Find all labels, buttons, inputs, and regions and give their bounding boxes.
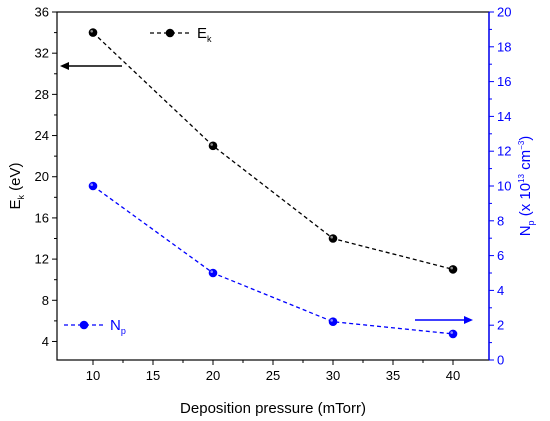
legend-ek: Ek <box>150 25 212 44</box>
left-tick-label: 12 <box>35 252 49 267</box>
legend-np-label: N <box>110 317 121 334</box>
right-tick-label: 14 <box>497 109 511 124</box>
point-highlight <box>450 331 454 334</box>
left-axis-title-unit: (eV) <box>7 162 24 195</box>
point-np-20 <box>208 268 218 278</box>
left-axis-arrow <box>60 62 122 70</box>
point-ek-10 <box>88 28 98 37</box>
point-highlight <box>210 143 213 146</box>
point-highlight <box>330 235 334 239</box>
legend-np: Np <box>64 317 126 336</box>
point-np-30 <box>328 317 338 327</box>
right-axis-title-cm: cm <box>517 150 534 174</box>
right-tick-label: 10 <box>497 179 511 194</box>
right-tick-label: 12 <box>497 144 511 159</box>
x-tick-label: 15 <box>146 368 160 383</box>
right-axis-title-exp2: −3 <box>517 140 526 150</box>
point-np-40 <box>448 329 458 339</box>
right-axis-title-exp1: 13 <box>517 173 526 182</box>
point-np-10 <box>88 181 98 191</box>
left-tick-label: 36 <box>35 5 49 20</box>
right-tick-label: 6 <box>497 248 504 263</box>
left-y-axis: 4 8 12 16 20 24 28 32 36 <box>35 5 57 349</box>
point-ek-20 <box>208 141 218 151</box>
point-ek-40 <box>448 265 458 274</box>
point-highlight <box>330 319 334 322</box>
right-axis-title: Np (x 1013 cm−3) <box>517 136 536 237</box>
point-ek-30 <box>328 234 338 243</box>
point-highlight <box>450 266 454 270</box>
plot-frame <box>56 11 490 361</box>
right-axis-title-sub: p <box>526 220 536 225</box>
left-axis-title: Ek (eV) <box>7 162 26 209</box>
right-axis-title-main: N <box>517 225 534 236</box>
legend-ek-marker <box>165 28 175 38</box>
series-line-ek <box>92 32 454 271</box>
left-tick-label: 4 <box>42 334 49 349</box>
right-tick-label: 2 <box>497 318 504 333</box>
x-axis: 10 15 20 25 30 35 40 <box>86 360 460 383</box>
right-axis-title-mid: (x 10 <box>517 183 534 221</box>
left-tick-label: 16 <box>35 210 49 225</box>
legend-ek-label: E <box>197 25 207 42</box>
legend-np-subscript: p <box>121 326 126 336</box>
left-tick-label: 28 <box>35 87 49 102</box>
x-tick-label: 30 <box>326 368 340 383</box>
svg-text:Np: Np <box>110 317 126 336</box>
x-tick-label: 10 <box>86 368 100 383</box>
right-tick-label: 18 <box>497 39 511 54</box>
left-tick-label: 32 <box>35 46 49 61</box>
legend-np-marker <box>79 320 89 330</box>
right-tick-label: 0 <box>497 353 504 368</box>
series-layer <box>88 28 458 339</box>
left-tick-label: 20 <box>35 169 49 184</box>
legend-ek-subscript: k <box>207 34 212 44</box>
left-axis-title-sub: k <box>16 195 26 200</box>
right-axis-title-close: ) <box>517 136 534 141</box>
x-tick-label: 40 <box>446 368 460 383</box>
right-axis-arrow <box>415 316 473 324</box>
left-tick-label: 24 <box>35 128 49 143</box>
x-tick-label: 25 <box>266 368 280 383</box>
left-tick-label: 8 <box>42 293 49 308</box>
svg-text:Ek: Ek <box>197 25 212 44</box>
x-axis-title: Deposition pressure (mTorr) <box>180 400 366 417</box>
right-tick-label: 20 <box>497 5 511 20</box>
series-line-np <box>92 185 454 335</box>
point-highlight <box>210 270 213 274</box>
point-highlight <box>90 183 93 186</box>
left-axis-title-main: E <box>7 200 24 210</box>
x-tick-label: 20 <box>206 368 220 383</box>
right-tick-label: 4 <box>497 283 504 298</box>
right-y-axis: 0 2 4 6 8 10 12 14 16 18 20 <box>488 5 511 368</box>
right-tick-label: 8 <box>497 213 504 228</box>
right-tick-label: 16 <box>497 74 511 89</box>
point-highlight <box>90 29 93 33</box>
x-tick-label: 35 <box>386 368 400 383</box>
